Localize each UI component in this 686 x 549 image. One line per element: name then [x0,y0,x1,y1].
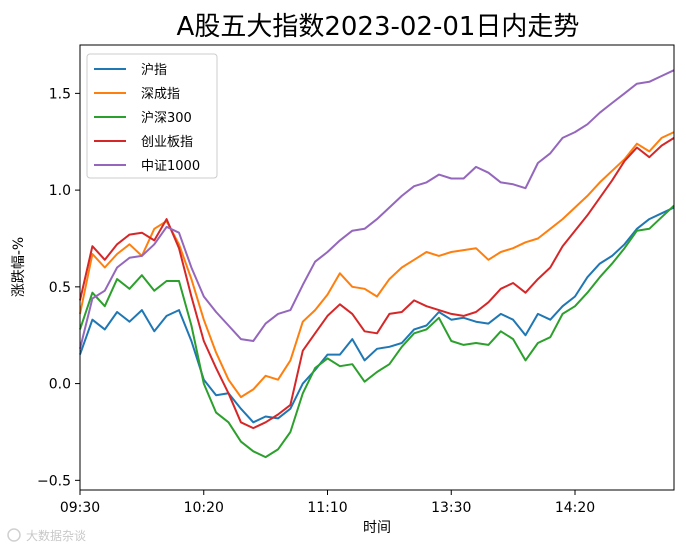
plot-frame [79,44,675,491]
y-tick-label: 1.0 [49,183,71,199]
watermark-text: 大数据杂谈 [26,528,86,543]
series-line-0 [79,206,675,424]
y-tick-label: 1.5 [49,86,71,102]
legend-label: 沪指 [141,62,167,78]
x-tick-label: 10:20 [184,500,224,516]
legend-box [86,53,218,179]
x-tick-label: 11:10 [307,500,347,516]
y-tick-label: 0.5 [49,280,71,296]
legend-label: 创业板指 [141,135,193,150]
chart-title: A股五大指数2023-02-01日内走势 [177,12,580,42]
y-axis-label: 涨跌幅-% [11,237,27,297]
y-tick-label: −0.5 [37,473,71,489]
legend-label: 沪深300 [141,110,192,126]
x-axis: 09:30 10:20 11:10 13:30 14:20 [60,490,595,516]
watermark-logo-icon [7,528,21,542]
legend-label: 深成指 [141,87,180,102]
x-axis-label: 时间 [363,520,391,536]
series-line-2 [79,204,675,459]
legend-label: 中证1000 [141,159,200,174]
x-tick-label: 09:30 [60,500,100,516]
x-tick-label: 13:30 [431,500,471,516]
series-line-4 [79,69,675,350]
series-line-3 [79,137,675,430]
series-line-1 [79,131,675,399]
x-tick-label: 14:20 [555,500,595,516]
y-axis: −0.5 0.0 0.5 1.0 1.5 [37,86,80,489]
y-tick-label: 0.0 [49,377,71,393]
plot-lines [79,69,675,459]
watermark: 大数据杂谈 [7,528,86,543]
